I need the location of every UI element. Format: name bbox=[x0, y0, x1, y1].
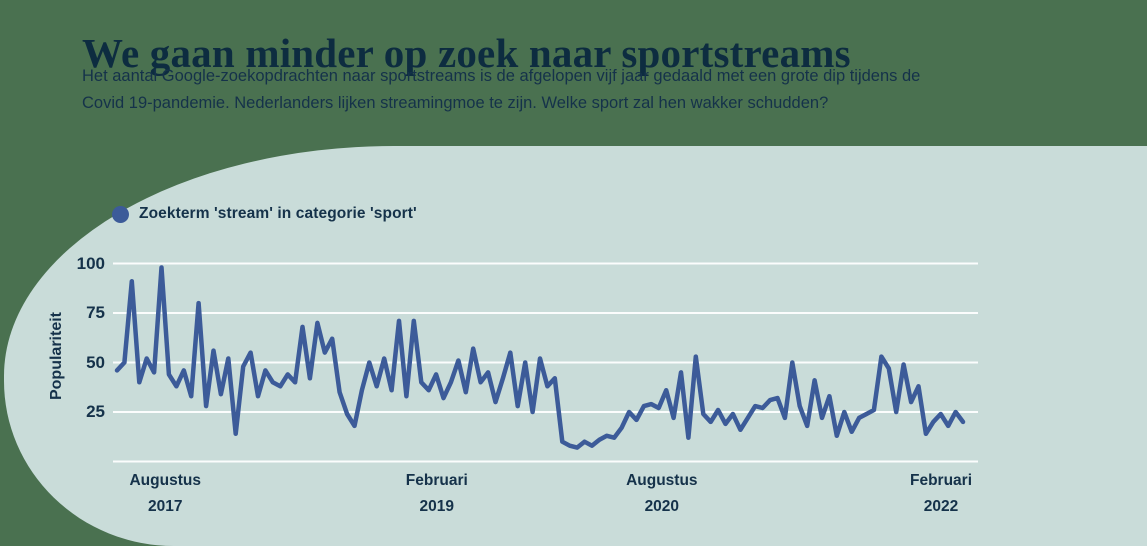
x-tick-year: 2019 bbox=[419, 498, 455, 515]
x-tick-year: 2020 bbox=[644, 498, 680, 515]
y-tick-label: 100 bbox=[76, 253, 105, 273]
y-tick-label: 50 bbox=[86, 352, 105, 372]
x-tick-month: Februari bbox=[405, 472, 468, 489]
subtitle-line-2: Covid 19-pandemie. Nederlanders lijken s… bbox=[82, 94, 829, 112]
x-tick-label: Augustus 2020 bbox=[597, 468, 727, 520]
x-tick-label: Februari 2019 bbox=[372, 468, 502, 520]
chart-legend: Zoekterm 'stream' in categorie 'sport' bbox=[112, 205, 417, 223]
x-tick-label: Februari 2022 bbox=[876, 468, 1006, 520]
x-tick-year: 2017 bbox=[147, 498, 183, 515]
page-title: We gaan minder op zoek naar sportstreams bbox=[82, 30, 851, 77]
y-tick-label: 75 bbox=[86, 303, 105, 322]
x-tick-year: 2022 bbox=[923, 498, 959, 515]
y-tick-label: 25 bbox=[86, 402, 105, 421]
page-subtitle: Het aantal Google-zoekopdrachten naar sp… bbox=[82, 63, 982, 117]
x-tick-label: Augustus 2017 bbox=[100, 468, 230, 520]
legend-label: Zoekterm 'stream' in categorie 'sport' bbox=[139, 205, 417, 222]
legend-marker-dot-icon bbox=[112, 205, 129, 223]
x-tick-month: Februari bbox=[909, 472, 972, 489]
x-tick-month: Augustus bbox=[626, 472, 698, 489]
subtitle-line-1: Het aantal Google-zoekopdrachten naar sp… bbox=[82, 67, 921, 85]
x-tick-month: Augustus bbox=[129, 472, 201, 489]
